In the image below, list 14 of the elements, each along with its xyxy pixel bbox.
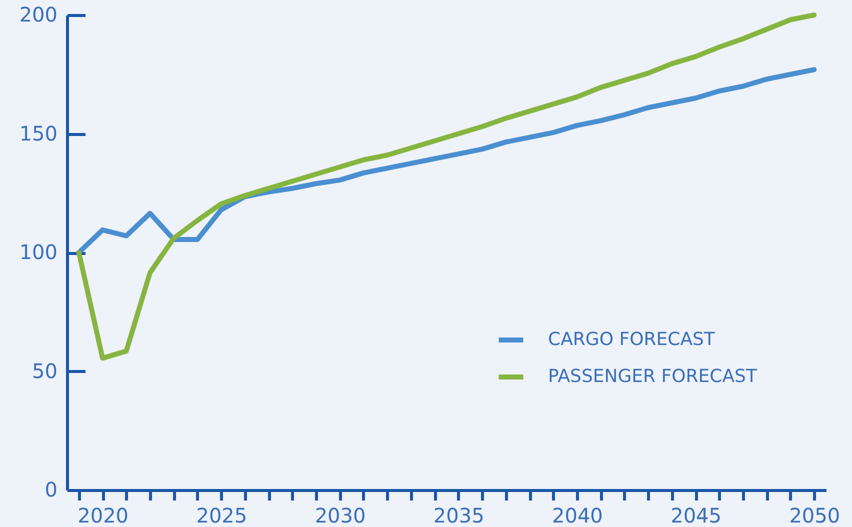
- y-tick-label: 100: [19, 240, 58, 264]
- x-tick-label: 2020: [78, 504, 129, 527]
- y-tick-label: 50: [32, 358, 58, 383]
- x-tick-label: 2045: [670, 504, 722, 527]
- x-tick-label: 2050: [789, 504, 840, 527]
- x-tick-label: 2025: [196, 504, 248, 527]
- y-tick-label: 150: [19, 121, 58, 146]
- x-tick-label: 2040: [552, 504, 603, 527]
- x-tick-label: 2035: [433, 504, 484, 527]
- legend-label: PASSENGER FORECAST: [548, 366, 758, 387]
- legend-label: CARGO FORECAST: [548, 329, 716, 350]
- x-tick-label: 2030: [314, 504, 366, 527]
- y-tick-label: 0: [44, 478, 58, 502]
- y-tick-label: 200: [19, 2, 58, 26]
